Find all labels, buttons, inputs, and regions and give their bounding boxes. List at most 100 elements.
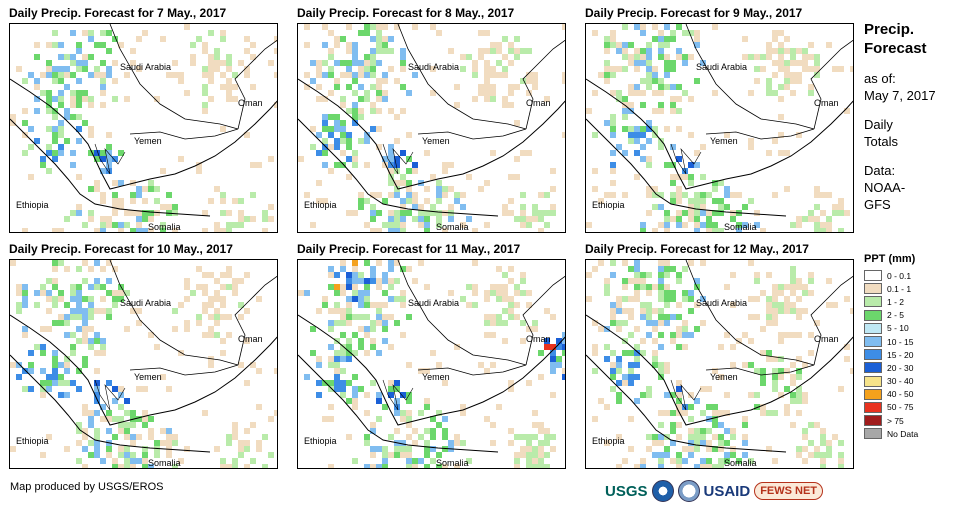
precip-cell — [532, 452, 538, 458]
legend-label: 2 - 5 — [887, 310, 905, 321]
precip-cell — [226, 284, 232, 290]
precip-cell — [796, 452, 802, 458]
precip-cell — [124, 410, 130, 416]
panel-title: Daily Precip. Forecast for 12 May., 2017 — [585, 242, 809, 256]
precip-cell — [790, 422, 796, 428]
precip-cell — [670, 392, 676, 398]
precip-cell — [148, 332, 154, 338]
precip-cell — [592, 266, 598, 272]
precip-cell — [376, 78, 382, 84]
precip-cell — [226, 66, 232, 72]
precip-cell — [352, 42, 358, 48]
precip-cell — [628, 374, 634, 380]
precip-cell — [790, 72, 796, 78]
precip-cell — [766, 42, 772, 48]
precip-cell — [802, 60, 808, 66]
precip-cell — [64, 320, 70, 326]
precip-cell — [328, 344, 334, 350]
precip-cell — [832, 204, 838, 210]
precip-cell — [214, 446, 220, 452]
precip-cell — [274, 410, 277, 416]
precip-cell — [346, 278, 352, 284]
precip-cell — [790, 278, 796, 284]
precip-cell — [388, 266, 394, 272]
precip-cell — [754, 272, 760, 278]
legend-row: 20 - 30 — [864, 361, 918, 374]
precip-cell — [238, 210, 244, 216]
precip-cell — [352, 332, 358, 338]
precip-cell — [724, 332, 730, 338]
precip-cell — [76, 66, 82, 72]
precip-cell — [148, 428, 154, 434]
precip-cell — [40, 452, 46, 458]
precip-cell — [34, 302, 40, 308]
precip-cell — [514, 216, 520, 222]
border-line — [129, 364, 239, 376]
precip-cell — [430, 434, 436, 440]
precip-cell — [388, 162, 394, 168]
totals-label: Totals — [864, 134, 898, 149]
precip-cell — [382, 464, 388, 468]
precip-cell — [502, 320, 508, 326]
precip-cell — [190, 42, 196, 48]
precip-cell — [430, 416, 436, 422]
precip-cell — [112, 290, 118, 296]
precip-cell — [604, 42, 610, 48]
precip-cell — [508, 314, 514, 320]
precip-cell — [52, 108, 58, 114]
precip-cell — [340, 290, 346, 296]
precip-cell — [46, 126, 52, 132]
precip-cell — [442, 434, 448, 440]
precip-cell — [370, 380, 376, 386]
precip-cell — [634, 66, 640, 72]
precip-cell — [802, 66, 808, 72]
precip-cell — [796, 386, 802, 392]
precip-cell — [748, 90, 754, 96]
label-ethiopia: Ethiopia — [592, 436, 625, 446]
precip-cell — [232, 222, 238, 228]
precip-cell — [364, 284, 370, 290]
precip-cell — [664, 260, 670, 266]
precip-cell — [640, 30, 646, 36]
precip-cell — [430, 350, 436, 356]
precip-cell — [58, 66, 64, 72]
precip-cell — [628, 42, 634, 48]
precip-cell — [208, 332, 214, 338]
border-line — [109, 260, 239, 366]
precip-cell — [778, 132, 784, 138]
precip-cell — [172, 210, 178, 216]
precip-cell — [142, 410, 148, 416]
precip-cell — [634, 260, 640, 266]
precip-cell — [742, 54, 748, 60]
precip-cell — [400, 66, 406, 72]
precip-cell — [682, 320, 688, 326]
precip-cell — [64, 66, 70, 72]
precip-cell — [46, 168, 52, 174]
precip-cell — [274, 368, 277, 374]
precip-cell — [538, 428, 544, 434]
precip-cell — [496, 290, 502, 296]
precip-cell — [802, 308, 808, 314]
precip-cell — [346, 338, 352, 344]
precip-cell — [490, 48, 496, 54]
precip-cell — [124, 464, 130, 468]
precip-cell — [424, 368, 430, 374]
precip-cell — [322, 296, 328, 302]
precip-cell — [736, 192, 742, 198]
precip-cell — [676, 404, 682, 410]
precip-cell — [448, 204, 454, 210]
precip-cell — [112, 222, 118, 228]
precip-cell — [562, 368, 565, 374]
precip-cell — [184, 326, 190, 332]
precip-cell — [340, 332, 346, 338]
precip-cell — [610, 72, 616, 78]
precip-cell — [814, 320, 820, 326]
precip-cell — [712, 410, 718, 416]
precip-cell — [58, 228, 64, 232]
precip-cell — [694, 78, 700, 84]
precip-cell — [520, 320, 526, 326]
precip-cell — [328, 266, 334, 272]
precip-cell — [676, 198, 682, 204]
precip-cell — [526, 90, 532, 96]
